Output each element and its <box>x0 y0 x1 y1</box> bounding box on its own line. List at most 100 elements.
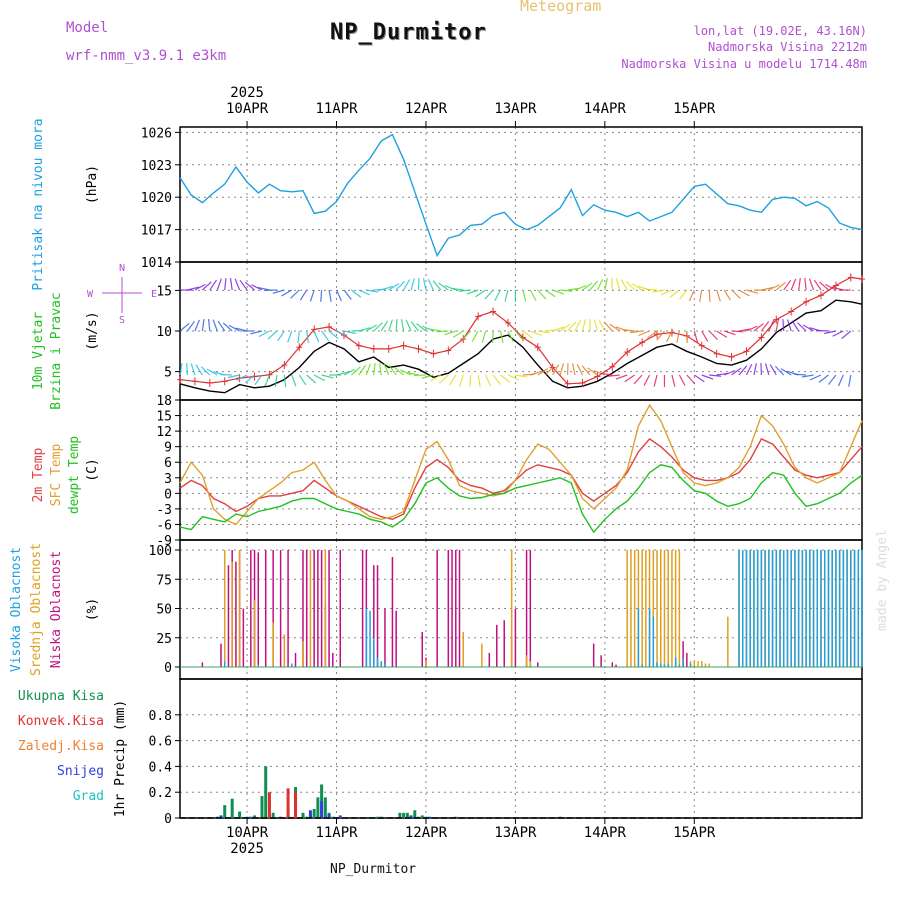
y-tick-label: 1014 <box>141 256 172 271</box>
bar-srednja-oblacnost <box>667 550 669 667</box>
wind-vector <box>537 289 547 300</box>
bar-niska-oblacnost <box>514 608 517 667</box>
bar-visoka-oblacnost <box>663 664 666 667</box>
wind-vector <box>804 278 807 291</box>
wind-vector <box>818 374 829 383</box>
coordinates: lon,lat (19.02E, 43.16N) <box>693 24 867 38</box>
wind-vector <box>410 278 415 291</box>
wind-vector <box>738 328 751 332</box>
bar-visoka-oblacnost <box>756 550 759 667</box>
wind-vector <box>186 320 195 332</box>
wind-vector <box>753 363 758 376</box>
bar-visoka-oblacnost <box>768 550 770 667</box>
bar-visoka-oblacnost <box>660 663 662 667</box>
y-axis-label-cloud-0: Visoka Oblacnost <box>9 547 24 672</box>
bar-visoka-oblacnost <box>223 661 226 667</box>
bar-niska-oblacnost <box>611 662 614 667</box>
bar-srednja-oblacnost <box>678 550 681 667</box>
wind-vector <box>745 363 753 376</box>
wind-vector <box>574 284 587 291</box>
wind-vector <box>229 278 233 291</box>
wind-vector <box>701 330 709 342</box>
wind-vector <box>775 281 786 291</box>
bar-ukupna-kisa <box>230 798 234 818</box>
bar-niska-oblacnost <box>682 641 684 667</box>
bar-snijeg <box>327 814 331 818</box>
y-tick-label: 18 <box>156 394 172 409</box>
wind-vector <box>274 374 278 387</box>
wind-vector <box>187 286 200 291</box>
wind-vector <box>494 289 502 301</box>
bar-srednja-oblacnost <box>231 561 233 667</box>
wind-vector <box>630 330 643 334</box>
wind-vector <box>444 330 456 336</box>
bar-niska-oblacnost <box>279 550 282 667</box>
wind-vector <box>290 289 300 299</box>
bar-visoka-oblacnost <box>820 550 822 667</box>
y-tick-label: -6 <box>156 518 172 533</box>
wind-vector <box>837 374 844 387</box>
wind-vector <box>481 330 487 343</box>
wind-vector <box>438 282 449 291</box>
wind-vector <box>819 281 829 291</box>
bar-konvek-kisa <box>267 792 271 818</box>
wind-vector <box>791 320 800 332</box>
wind-vector <box>403 279 411 291</box>
bar-niska-oblacnost <box>537 662 539 667</box>
bar-visoka-oblacnost <box>760 550 763 667</box>
wind-vector <box>790 278 797 291</box>
wind-vector <box>552 326 565 332</box>
wind-vector <box>313 374 326 382</box>
wind-vector <box>708 330 718 341</box>
y-tick-label: 0 <box>164 812 172 827</box>
bar-niska-oblacnost <box>525 550 528 667</box>
wind-vector <box>234 278 241 291</box>
wind-vector <box>217 320 226 332</box>
wind-vector <box>190 363 196 376</box>
chart-title: NP_Durmitor <box>330 20 487 45</box>
y-axis-label-wind-2: Brzina i Pravac <box>49 292 64 409</box>
wind-legend-west: W <box>87 289 94 300</box>
bar-visoka-oblacnost <box>741 550 744 667</box>
bar-srednja-oblacnost <box>253 600 256 667</box>
bar-ukupna-kisa <box>405 812 409 818</box>
bar-niska-oblacnost <box>592 643 595 667</box>
wind-vector <box>366 289 379 293</box>
bar-visoka-oblacnost <box>809 550 811 667</box>
bar-niska-oblacnost <box>227 565 230 667</box>
wind-vector <box>600 372 613 376</box>
series-line-dewpt-temp <box>179 464 863 534</box>
bar-niska-oblacnost <box>339 550 342 667</box>
wind-vector <box>764 363 770 376</box>
bar-snijeg <box>320 801 324 818</box>
wind-vector <box>731 289 741 299</box>
wind-vector <box>224 278 227 291</box>
wind-vector <box>179 363 183 376</box>
bar-visoka-oblacnost <box>797 550 800 667</box>
wind-vector <box>571 363 576 376</box>
y-tick-label: 0.4 <box>149 760 173 775</box>
wind-vector <box>492 374 501 385</box>
bar-niska-oblacnost <box>320 550 323 667</box>
top-day-label: 15APR <box>673 101 716 117</box>
wind-vector <box>801 374 814 378</box>
bar-visoka-oblacnost <box>835 550 837 667</box>
watermark: made by Angel <box>875 529 890 631</box>
bar-niska-oblacnost <box>384 608 386 667</box>
y-tick-label: 1026 <box>141 126 172 141</box>
bar-srednja-oblacnost <box>697 661 699 667</box>
bar-ukupna-kisa <box>271 812 275 818</box>
wind-vector <box>343 330 356 335</box>
wind-vector <box>228 324 240 332</box>
top-day-label: 10APR <box>226 101 269 117</box>
wind-vector <box>832 330 844 337</box>
wind-vector <box>373 363 376 376</box>
bar-niska-oblacnost <box>361 550 364 667</box>
wind-vector <box>358 289 371 296</box>
top-day-label: 12APR <box>405 101 448 117</box>
y-tick-label: 5 <box>164 366 172 381</box>
wind-vector <box>645 288 658 291</box>
wind-vector <box>544 365 554 376</box>
bar-visoka-oblacnost <box>641 664 643 667</box>
chart-subtitle: Meteogram <box>520 0 602 15</box>
